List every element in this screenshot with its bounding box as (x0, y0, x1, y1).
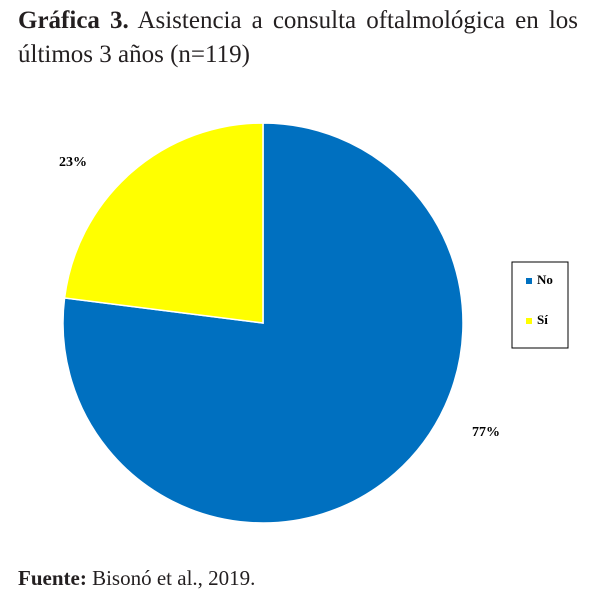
pie-slices (62, 122, 464, 524)
legend-swatch (526, 318, 532, 324)
legend: No Sí (511, 261, 569, 349)
legend-label: Sí (537, 312, 548, 327)
caption-lead: Gráfica 3. (18, 7, 129, 34)
pie-slice-s- (63, 122, 264, 324)
percent-label: 23% (59, 155, 87, 170)
pie-chart: 77% 23% No Sí (59, 122, 569, 524)
percent-label: 77% (472, 425, 500, 440)
source-text: Bisonó et al., 2019. (92, 566, 256, 590)
source-lead: Fuente: (18, 566, 87, 590)
figure-caption: Gráfica 3. Asistencia a consulta oftalmo… (18, 4, 578, 72)
legend-box (511, 261, 569, 349)
legend-swatch (526, 278, 532, 284)
figure-source: Fuente: Bisonó et al., 2019. (18, 566, 255, 591)
legend-label: No (537, 272, 553, 287)
percent-labels: 77% 23% (59, 155, 500, 440)
caption-text: Asistencia a consulta oftalmológica en l… (18, 7, 578, 68)
